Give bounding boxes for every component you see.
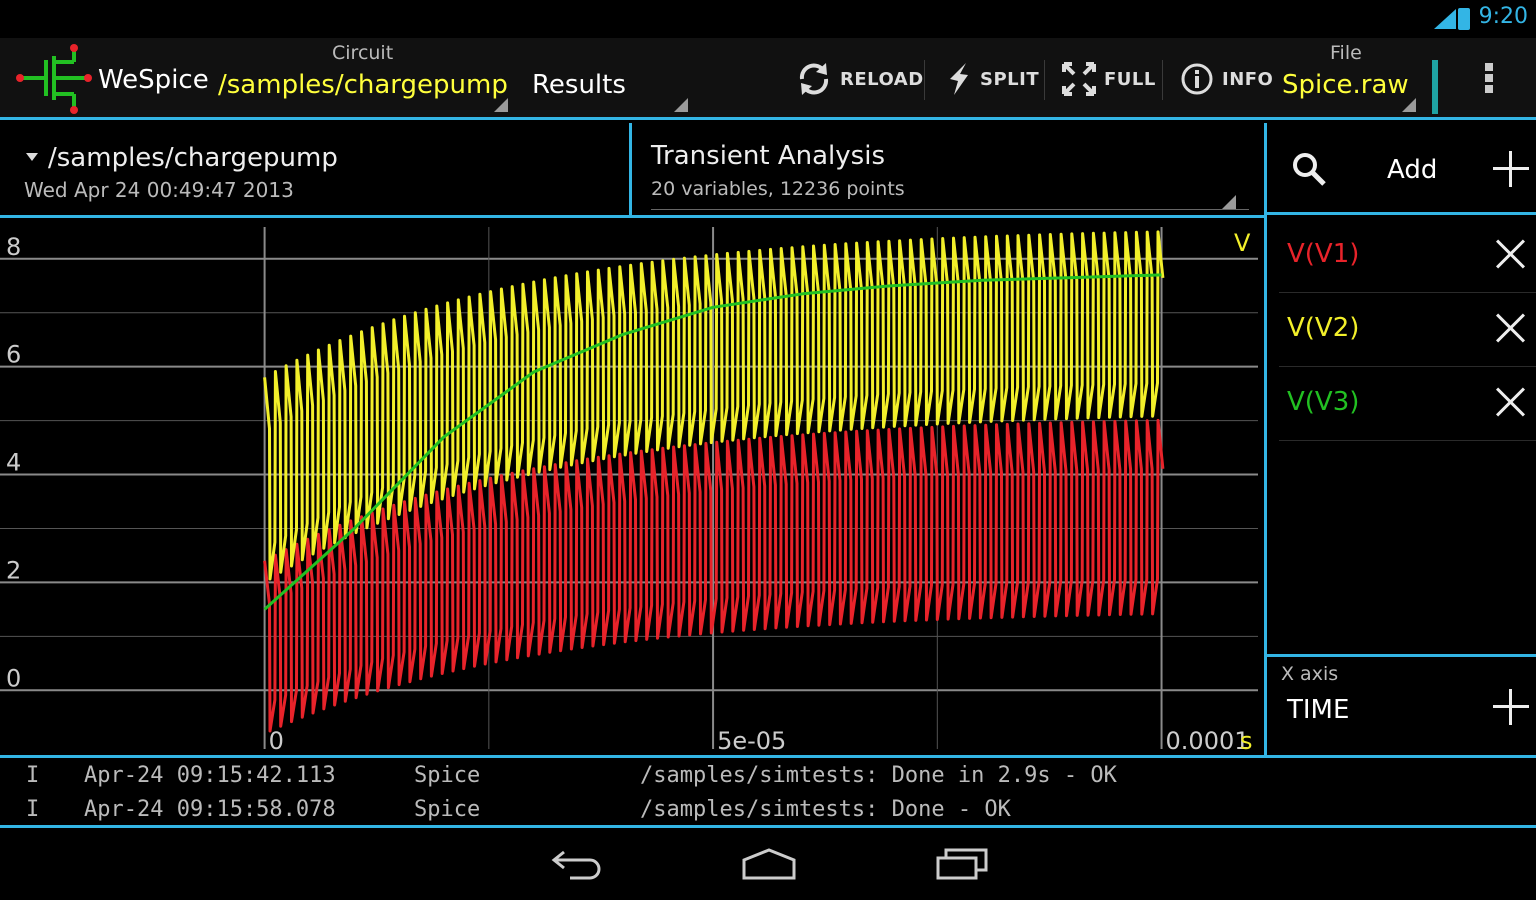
- reload-icon: [799, 63, 829, 95]
- add-icon[interactable]: [1493, 689, 1529, 725]
- log-level: I: [26, 763, 40, 788]
- overflow-menu-icon[interactable]: [1482, 60, 1496, 100]
- log-time: Apr-24 09:15:42.113: [84, 763, 336, 788]
- divider: [651, 209, 1249, 210]
- home-icon[interactable]: [740, 846, 798, 880]
- divider: [1044, 60, 1045, 100]
- circuit-value: /samples/chargepump: [218, 70, 508, 100]
- xaxis-selector[interactable]: X axis TIME: [1267, 654, 1536, 755]
- plot-grid: [0, 227, 1258, 749]
- plot-series: [263, 230, 1165, 733]
- xaxis-value: TIME: [1287, 695, 1350, 725]
- log-row: I Apr-24 09:15:42.113 Spice /samples/sim…: [0, 758, 1536, 792]
- variables-panel: Add V(V1) V(V2) V(V3) X axis TIME: [1264, 123, 1536, 755]
- circuit-spinner[interactable]: Circuit /samples/chargepump: [216, 38, 512, 118]
- divider: [924, 60, 925, 100]
- x-tick-label: 0: [269, 727, 284, 755]
- spinner-arrow-icon: [494, 98, 508, 112]
- spinner-arrow-icon: [1402, 98, 1416, 112]
- variable-row[interactable]: V(V3): [1279, 367, 1536, 441]
- plot-area[interactable]: 8 6 4 2 0 0 5e-05 0.0001 Vs: [0, 221, 1262, 755]
- back-icon[interactable]: [550, 846, 604, 880]
- add-variable-label[interactable]: Add: [1387, 155, 1438, 185]
- log-source: Spice: [414, 763, 481, 788]
- signal-icon: [1434, 9, 1456, 29]
- scroll-indicator: [1432, 60, 1438, 114]
- y-tick-label: 6: [6, 341, 21, 369]
- fullscreen-icon: [1062, 62, 1096, 96]
- variable-row[interactable]: V(V1): [1279, 219, 1536, 293]
- analysis-subtitle: 20 variables, 12236 points: [651, 178, 905, 200]
- full-button[interactable]: FULL: [1062, 52, 1156, 106]
- analysis-title: Transient Analysis: [651, 141, 885, 171]
- expand-icon: [26, 153, 38, 161]
- info-label: INFO: [1222, 68, 1274, 90]
- xaxis-caption: X axis: [1281, 663, 1339, 685]
- close-icon[interactable]: [1496, 313, 1526, 343]
- results-label: Results: [532, 70, 626, 100]
- navigation-bar: [0, 828, 1536, 900]
- divider: [1162, 60, 1163, 100]
- circuit-caption: Circuit: [332, 42, 394, 64]
- x-unit-label: s: [1240, 727, 1253, 755]
- log-level: I: [26, 797, 40, 822]
- circuit-info[interactable]: /samples/chargepump Wed Apr 24 00:49:47 …: [0, 123, 632, 215]
- action-bar: WeSpice Circuit /samples/chargepump Resu…: [0, 38, 1536, 120]
- log-source: Spice: [414, 797, 481, 822]
- reload-button[interactable]: RELOAD: [796, 52, 924, 106]
- x-tick-label: 0.0001: [1166, 727, 1250, 755]
- circuit-date: Wed Apr 24 00:49:47 2013: [24, 178, 294, 202]
- search-icon[interactable]: [1291, 151, 1327, 187]
- circuit-path: /samples/chargepump: [48, 143, 338, 173]
- file-spinner[interactable]: File Spice.raw: [1280, 38, 1420, 118]
- variable-row[interactable]: V(V2): [1279, 293, 1536, 367]
- split-icon: [950, 63, 968, 95]
- log-message: /samples/simtests: Done in 2.9s - OK: [640, 763, 1117, 788]
- y-tick-label: 4: [6, 449, 21, 477]
- reload-label: RELOAD: [840, 68, 924, 90]
- app-logo-icon[interactable]: [16, 42, 94, 116]
- y-unit-label: V: [1234, 229, 1251, 257]
- info-button[interactable]: INFO: [1180, 52, 1273, 106]
- spinner-arrow-icon: [1222, 195, 1236, 209]
- y-tick-label: 8: [6, 233, 21, 261]
- file-caption: File: [1330, 42, 1362, 64]
- split-button[interactable]: SPLIT: [942, 52, 1039, 106]
- x-tick-label: 5e-05: [717, 727, 786, 755]
- file-value: Spice.raw: [1282, 70, 1409, 100]
- battery-icon: [1458, 8, 1470, 30]
- close-icon[interactable]: [1496, 239, 1526, 269]
- y-tick-label: 2: [6, 556, 21, 584]
- variable-label: V(V2): [1287, 313, 1360, 343]
- results-spinner[interactable]: Results: [530, 38, 692, 118]
- full-label: FULL: [1104, 68, 1156, 90]
- variables-toolbar: Add: [1267, 123, 1536, 215]
- series-line: [263, 230, 1165, 581]
- y-tick-label: 0: [6, 664, 21, 692]
- series-line: [263, 418, 1165, 733]
- app-title: WeSpice: [98, 65, 209, 95]
- spinner-arrow-icon: [674, 98, 688, 112]
- series-line: [263, 273, 1162, 611]
- status-bar: 9:20: [0, 0, 1536, 38]
- info-row: /samples/chargepump Wed Apr 24 00:49:47 …: [0, 123, 1266, 218]
- info-icon: [1181, 63, 1213, 95]
- log-message: /samples/simtests: Done - OK: [640, 797, 1011, 822]
- recent-apps-icon[interactable]: [934, 846, 990, 880]
- log-row: I Apr-24 09:15:58.078 Spice /samples/sim…: [0, 792, 1536, 826]
- split-label: SPLIT: [980, 68, 1040, 90]
- log-panel: I Apr-24 09:15:42.113 Spice /samples/sim…: [0, 755, 1536, 828]
- clock: 9:20: [1478, 4, 1528, 29]
- log-time: Apr-24 09:15:58.078: [84, 797, 336, 822]
- variable-label: V(V3): [1287, 387, 1360, 417]
- close-icon[interactable]: [1496, 387, 1526, 417]
- plot-ticks: 8 6 4 2 0 0 5e-05 0.0001 Vs: [6, 229, 1253, 755]
- variable-label: V(V1): [1287, 239, 1360, 269]
- analysis-spinner[interactable]: Transient Analysis 20 variables, 12236 p…: [635, 123, 1266, 215]
- add-icon[interactable]: [1493, 151, 1529, 187]
